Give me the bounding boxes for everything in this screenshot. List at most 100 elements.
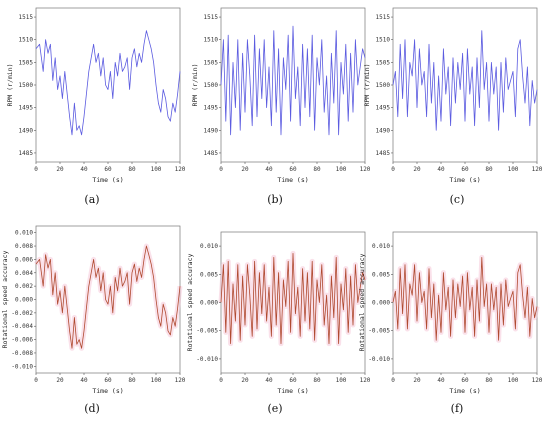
y-tick-label: 1490	[19, 127, 34, 134]
panel-e: 0 20 40 60 80 100 120 -0.010 -0.005 0.000 0.005 0.0…	[186, 231, 371, 415]
x-tick-label: 60	[461, 166, 469, 173]
y-axis-label: Rotational speed accuracy	[1, 251, 9, 349]
y-tick-label: 1510	[204, 37, 219, 44]
y-tick-label: 0.005	[200, 271, 218, 278]
x-tick-label: 100	[151, 166, 162, 173]
x-tick-label: 80	[485, 377, 493, 384]
x-tick-label: 40	[437, 166, 445, 173]
x-tick-label: 20	[413, 377, 421, 384]
y-tick-label: 1500	[204, 82, 219, 89]
x-tick-label: 40	[80, 166, 88, 173]
panel-caption: (d)	[84, 402, 100, 415]
y-tick-label: 1485	[204, 150, 219, 157]
y-tick-label: 1500	[19, 82, 34, 89]
y-axis-label: RPM (r/min)	[363, 63, 371, 106]
series-line	[392, 30, 538, 131]
y-tick-label: 1505	[19, 59, 34, 66]
y-tick-label: 1510	[376, 37, 391, 44]
x-tick-label: 0	[34, 377, 38, 384]
x-tick-label: 60	[461, 377, 469, 384]
x-tick-label: 20	[241, 166, 249, 173]
y-tick-label: 1485	[19, 150, 34, 157]
y-tick-label: 1515	[204, 14, 219, 21]
x-tick-label: 80	[485, 166, 493, 173]
y-tick-label: 0.004	[15, 270, 33, 277]
x-tick-label: 80	[313, 166, 321, 173]
x-axis-label: Time (s)	[277, 176, 308, 184]
x-tick-label: 0	[219, 377, 223, 384]
y-tick-label: 0.006	[15, 256, 33, 263]
panel-d: 0 20 40 60 80 100 120 -0.010 -0.008 -0.006 -0.004 -…	[1, 225, 186, 415]
x-tick-label: 40	[80, 377, 88, 384]
x-axis-label: Time (s)	[92, 176, 123, 184]
x-tick-label: 120	[360, 377, 371, 384]
x-axis-label: Time (s)	[92, 387, 123, 395]
x-tick-label: 0	[219, 166, 223, 173]
y-tick-label: -0.008	[11, 350, 33, 357]
x-tick-label: 20	[413, 166, 421, 173]
x-tick-label: 60	[289, 166, 297, 173]
y-tick-label: 1505	[204, 59, 219, 66]
panel-c: 0 20 40 60 80 100 120 1485 1490 1495 1500 1505 1510 1…	[363, 7, 543, 206]
series-halo	[34, 243, 183, 351]
x-tick-label: 20	[56, 377, 64, 384]
x-tick-label: 100	[508, 377, 519, 384]
panel-caption: (a)	[84, 193, 99, 206]
x-tick-label: 60	[289, 377, 297, 384]
x-tick-label: 120	[360, 166, 371, 173]
panel-caption: (f)	[451, 402, 464, 415]
y-tick-label: 0.000	[15, 297, 33, 304]
x-tick-label: 100	[508, 166, 519, 173]
series-line	[220, 25, 366, 136]
y-tick-label: 1510	[19, 37, 34, 44]
y-axis-label: Rotational speed accuracy	[358, 254, 366, 352]
panel-b: 0 20 40 60 80 100 120 1485 1490 1495 1500 1505 1510 1…	[191, 7, 371, 206]
y-tick-label: 0.000	[372, 300, 390, 307]
x-tick-label: 40	[265, 166, 273, 173]
x-tick-label: 40	[437, 377, 445, 384]
y-tick-label: -0.010	[368, 356, 390, 363]
panel-caption: (b)	[267, 193, 283, 206]
y-tick-label: 1515	[376, 14, 391, 21]
x-tick-label: 20	[56, 166, 64, 173]
x-tick-label: 120	[532, 377, 543, 384]
y-tick-label: 0.002	[15, 283, 33, 290]
y-tick-label: -0.010	[11, 363, 33, 370]
y-tick-label: 0.000	[200, 300, 218, 307]
y-tick-label: 1490	[376, 127, 391, 134]
y-axis-label: Rotational speed accuracy	[186, 254, 194, 352]
x-tick-label: 80	[313, 377, 321, 384]
series-line	[392, 256, 538, 341]
panel-a: 0 20 40 60 80 100 120 1485 1490 1495 1500 1505 1510 1…	[6, 7, 186, 206]
y-tick-label: -0.002	[11, 310, 33, 317]
y-tick-label: -0.005	[196, 328, 218, 335]
plot-frame	[392, 7, 538, 163]
y-tick-label: 0.008	[15, 243, 33, 250]
y-tick-label: 1495	[376, 105, 391, 112]
x-tick-label: 20	[241, 377, 249, 384]
x-tick-label: 80	[128, 166, 136, 173]
series-line	[220, 253, 366, 345]
x-tick-label: 120	[532, 166, 543, 173]
y-tick-label: -0.010	[196, 356, 218, 363]
panel-caption: (c)	[450, 193, 465, 206]
x-tick-label: 60	[104, 166, 112, 173]
x-axis-label: Time (s)	[277, 387, 308, 395]
panel-caption: (e)	[267, 402, 282, 415]
y-tick-label: 1495	[204, 105, 219, 112]
x-tick-label: 60	[104, 377, 112, 384]
x-tick-label: 80	[128, 377, 136, 384]
y-tick-label: 1495	[19, 105, 34, 112]
y-tick-label: 1500	[376, 82, 391, 89]
x-tick-label: 40	[265, 377, 273, 384]
y-tick-label: 0.010	[15, 230, 33, 237]
y-tick-label: 1515	[19, 14, 34, 21]
y-tick-label: 1485	[376, 150, 391, 157]
series-line	[35, 30, 181, 136]
y-axis-label: RPM (r/min)	[6, 63, 14, 106]
panel-f: 0 20 40 60 80 100 120 -0.010 -0.005 0.000 0.005 0.0…	[358, 231, 543, 415]
series-halo	[218, 250, 368, 347]
y-tick-label: 0.005	[372, 271, 390, 278]
x-axis-label: Time (s)	[449, 176, 480, 184]
x-axis-label: Time (s)	[449, 387, 480, 395]
